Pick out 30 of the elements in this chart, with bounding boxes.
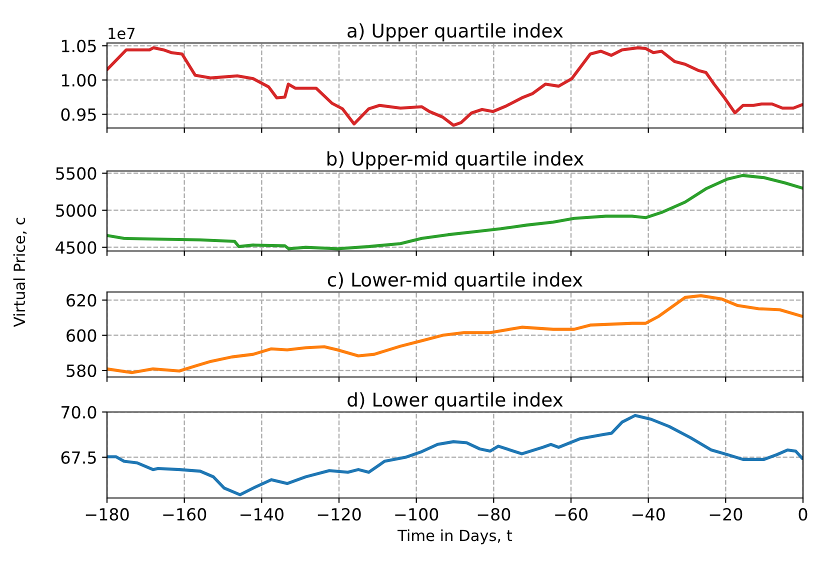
text: 1e7 <box>108 28 135 40</box>
x-tick-label: −120 <box>318 508 361 521</box>
x-tick-label: −20 <box>710 508 742 521</box>
x-tick-label: 0 <box>798 508 808 521</box>
chart-title: c) Lower-mid quartile index <box>328 272 582 290</box>
y-tick-label: 5500 <box>56 167 96 180</box>
chart-title: d) Lower quartile index <box>348 392 563 410</box>
chart-title: a) Upper quartile index <box>348 23 563 42</box>
x-tick-label: −160 <box>163 508 206 521</box>
y-tick-label: 620 <box>66 294 96 307</box>
x-tick-label: −80 <box>478 508 510 521</box>
y-axis-title: Virtual Price, c <box>13 218 27 327</box>
y-tick-label: 70.0 <box>62 406 96 419</box>
x-tick-label: −180 <box>86 508 129 521</box>
line-series <box>107 294 803 374</box>
y-tick-label: 1.00 <box>62 74 96 87</box>
y-tick-label: 600 <box>66 329 96 342</box>
y-tick-label: 1.05 <box>62 40 96 52</box>
y-tick-label: 5000 <box>56 204 96 217</box>
y-tick-label: 4500 <box>56 241 96 254</box>
x-tick-label: −40 <box>632 508 665 521</box>
x-tick-label: −140 <box>240 508 284 521</box>
y-tick-label: 67.5 <box>61 451 96 464</box>
x-tick-label: −60 <box>555 508 588 521</box>
y-tick-label: 580 <box>66 364 96 378</box>
x-axis-title: Time in Days, t <box>398 529 512 544</box>
y-tick-label: 0.95 <box>61 108 96 121</box>
line-series <box>107 414 803 496</box>
x-tick-label: −100 <box>395 508 438 521</box>
chart-title: b) Upper-mid quartile index <box>328 151 584 170</box>
